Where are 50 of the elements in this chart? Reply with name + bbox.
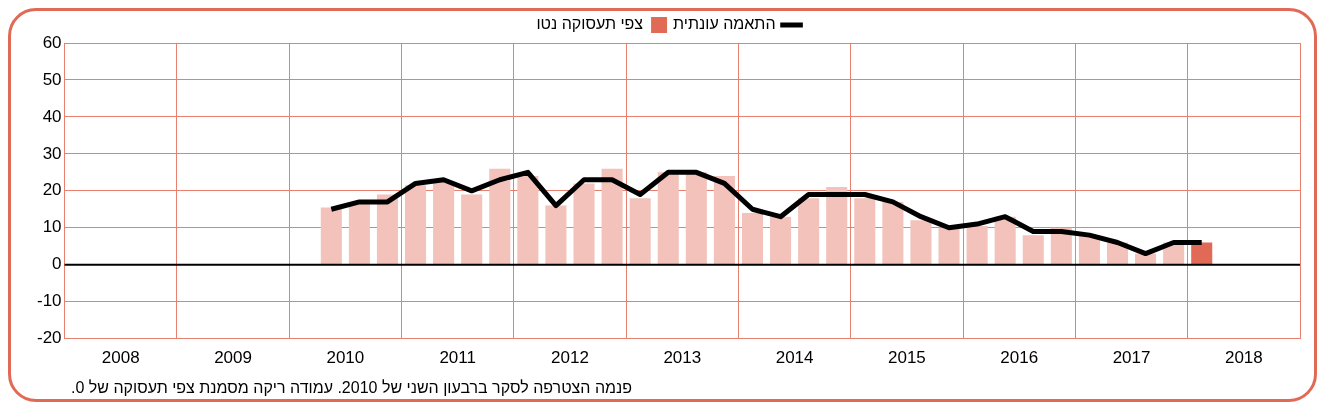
x-tick-label: 2011 xyxy=(439,348,476,368)
bar xyxy=(601,168,623,265)
x-tick-label: 2009 xyxy=(214,348,252,368)
x-tick-label: 2013 xyxy=(663,348,702,368)
y-tick-label: -20 xyxy=(36,328,62,348)
bar xyxy=(910,220,932,265)
bar xyxy=(433,181,455,265)
x-tick-label: 2012 xyxy=(551,348,589,368)
bar xyxy=(882,201,904,265)
bar xyxy=(713,176,735,265)
bar xyxy=(376,194,398,265)
y-tick-label: 60 xyxy=(42,32,62,52)
y-tick-label: 10 xyxy=(42,217,62,237)
bar xyxy=(348,201,370,265)
bar xyxy=(685,172,707,265)
bar xyxy=(938,227,960,265)
x-tick-label: 2008 xyxy=(101,348,140,368)
bar xyxy=(545,205,567,265)
bar xyxy=(770,216,792,265)
x-tick-label: 2016 xyxy=(1000,348,1039,368)
x-tick-label: 2014 xyxy=(775,348,814,368)
bar xyxy=(517,176,539,265)
bar xyxy=(1191,242,1213,265)
bar xyxy=(320,207,342,265)
bar xyxy=(573,183,595,265)
legend-label: צפי תעסוקה נטו xyxy=(536,15,644,33)
y-tick-label: 40 xyxy=(42,106,62,126)
bar xyxy=(405,185,427,265)
x-tick-label: 2017 xyxy=(1112,348,1151,368)
x-tick-label: 2010 xyxy=(326,348,365,368)
y-tick-label: 20 xyxy=(42,180,62,200)
y-tick-label: 50 xyxy=(42,69,62,89)
y-tick-label: -10 xyxy=(36,291,62,311)
bar xyxy=(1022,235,1044,265)
bar xyxy=(826,187,848,265)
bar xyxy=(629,198,651,265)
bar xyxy=(461,194,483,265)
text: פנמה הצטרפה לסקר ברבעון השני של 2010. עמודה ריקה מסמנת צפי תעסוקה של 0. xyxy=(70,379,634,397)
bar xyxy=(994,216,1016,265)
y-tick-label: 30 xyxy=(42,143,62,163)
x-tick-label: 2018 xyxy=(1224,348,1263,368)
bar xyxy=(657,172,679,265)
y-tick-label: 0 xyxy=(52,254,62,274)
bar xyxy=(798,198,820,265)
bar xyxy=(966,225,988,265)
x-tick-label: 2015 xyxy=(887,348,926,368)
legend-label: התאמה עונתית xyxy=(673,15,776,33)
bar xyxy=(741,212,764,265)
bar xyxy=(489,168,511,265)
bar xyxy=(854,198,876,265)
